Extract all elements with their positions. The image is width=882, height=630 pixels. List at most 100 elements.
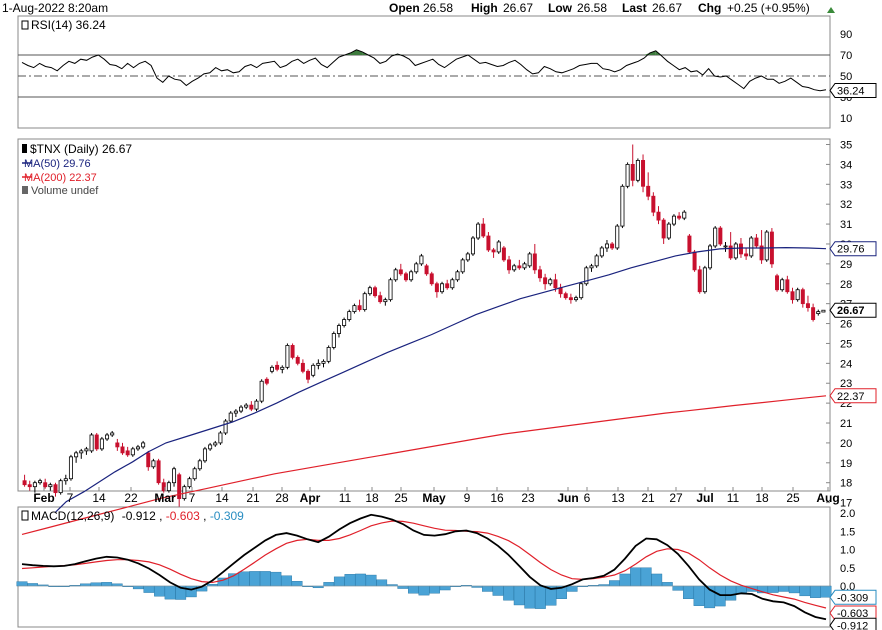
candle-body [208,444,213,450]
macd-histogram-bar [492,585,504,596]
candle-body [347,311,352,320]
candle-body [326,347,331,362]
candle-body [202,448,207,462]
price-ytick-label: 23 [840,378,852,390]
macd-histogram-bar [714,585,726,607]
macd-tick-label: 1.0 [840,545,855,557]
xtick-label: 25 [394,491,408,505]
macd-value-box-label: -0.912 [837,620,868,630]
macd-panel [17,506,831,628]
candle-body [692,251,697,271]
header-open: 26.58 [423,1,453,15]
candle-body [373,287,378,297]
macd-histogram-bar [365,574,377,587]
candle-body [233,410,238,414]
xtick-label: 14 [92,491,106,505]
macd-histogram-bar [482,585,493,592]
price-ytick-label: 21 [840,418,852,430]
candle-body [424,265,429,275]
candle-body [594,255,599,267]
price-ytick-label: 28 [840,279,852,291]
price-ytick-label: 31 [840,219,852,231]
candle-body [115,442,120,448]
candle-body [383,299,388,303]
candle-body [646,185,651,197]
ma200-value-box: 22.37 [829,388,877,404]
macd-legend-icon [21,510,29,521]
candle-body [527,253,532,267]
price-ytick-label: 35 [840,140,852,152]
candle-body [249,404,254,410]
xtick-label: 27 [669,491,683,505]
candle-body [543,277,548,285]
price-ytick-label: 26 [840,319,852,331]
macd-histogram-bar [90,582,102,587]
header-high: 26.67 [503,1,533,15]
price-ytick-label: 24 [840,358,852,370]
candle-body [553,279,558,289]
candle-body [491,249,496,253]
macd-line [21,513,827,621]
candle-body [378,295,383,303]
candle-body [409,271,414,281]
macd-histogram-bar [788,585,800,594]
candle-body [48,484,53,488]
xtick-label: 21 [246,491,260,505]
candle-body [84,448,89,452]
up-arrow-icon [827,7,835,13]
candle-body [563,293,568,299]
price-ytick-label: 32 [840,199,852,211]
macd-histogram-bar [429,585,440,594]
candle-body [522,263,527,269]
candle-body [357,305,362,311]
macd-hist-box-label: -0.309 [837,592,868,604]
candle-body [352,305,357,313]
candle-body [63,478,68,482]
header-open-label: Open [389,1,420,15]
macd-histogram-bar [259,571,271,587]
candle-legend-icon [22,144,27,153]
candle-body [218,432,223,444]
candle-body [671,215,676,225]
header-low: 26.58 [577,1,607,15]
candle-body [507,259,512,271]
candle-body [151,460,156,468]
macd-legend: MACD(12,26,9) -0.912 , -0.603 , -0.309 [31,509,244,523]
macd-histogram-bar [249,571,261,587]
macd-histogram-bar [408,585,419,594]
macd-hist-box-box [829,589,877,605]
candle-body [105,434,110,440]
candle-body [589,265,594,269]
candle-body [300,362,305,372]
candle-body [713,227,718,247]
xtick-label: 25 [786,491,800,505]
candle-body [651,195,656,213]
candle-body [780,279,785,291]
candle-body [759,245,764,261]
candle-body [228,412,233,422]
candle-body [99,438,104,450]
price-ytick-label: 18 [840,478,852,490]
macd-legend-prefix: MACD(12,26,9) [31,509,114,523]
candle-body [32,482,37,488]
rsi-tick-label: 50 [840,71,852,83]
candle-body [275,364,280,370]
macd-histogram-bar [661,582,673,587]
candle-body [259,380,264,402]
candle-body [403,273,408,281]
candle-body [754,237,759,247]
rsi-overbought-fill [356,49,363,55]
candle-body [321,360,326,364]
xtick-label: May [422,491,446,505]
candle-body [568,297,573,301]
ma50-value-box-box [829,241,877,257]
candle-body [460,259,465,273]
macd-histogram-bar [281,575,292,587]
candle-body [177,474,182,500]
candle-body [795,289,800,301]
rsi-value-box: 36.24 [829,82,877,98]
macd-histogram-bar [503,585,515,601]
rsi-overbought-fill [649,50,656,55]
candle-body [615,225,620,249]
